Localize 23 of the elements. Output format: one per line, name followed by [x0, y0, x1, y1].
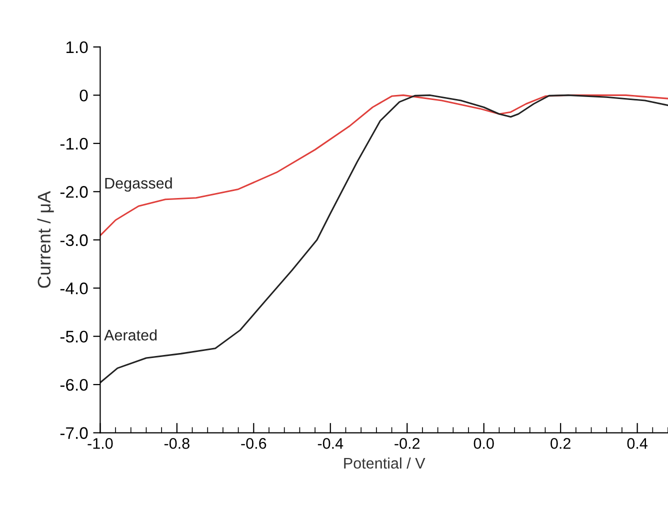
series-label: Aerated	[104, 329, 157, 341]
y-tick-label: 0	[80, 90, 88, 102]
y-tick-label: -5.0	[60, 330, 88, 343]
y-tick-label: -7.0	[60, 427, 88, 439]
y-tick-label: -3.0	[60, 234, 88, 246]
y-tick-label: -4.0	[60, 282, 88, 294]
x-tick-label: 0.2	[550, 438, 570, 449]
x-tick-label: 0.4	[627, 438, 648, 449]
x-tick-label: -0.2	[394, 438, 420, 449]
y-tick-label: -2.0	[60, 186, 88, 198]
x-tick-label: 0.0	[474, 438, 494, 449]
x-tick-label: -1.0	[88, 438, 113, 449]
x-tick-label: -0.4	[318, 438, 344, 449]
x-tick-label: -0.6	[241, 438, 266, 449]
x-axis-title: Potential / V	[344, 457, 426, 469]
x-tick-label: -0.8	[164, 438, 190, 449]
y-tick-label: -1.0	[60, 138, 88, 150]
series-label: Degassed	[105, 177, 172, 192]
line-series	[100, 94, 668, 384]
line-series	[100, 94, 668, 236]
y-tick-label: 1.0	[66, 41, 88, 54]
y-axis-title: Current / μA	[37, 191, 54, 288]
y-tick-label: -6.0	[60, 378, 88, 391]
